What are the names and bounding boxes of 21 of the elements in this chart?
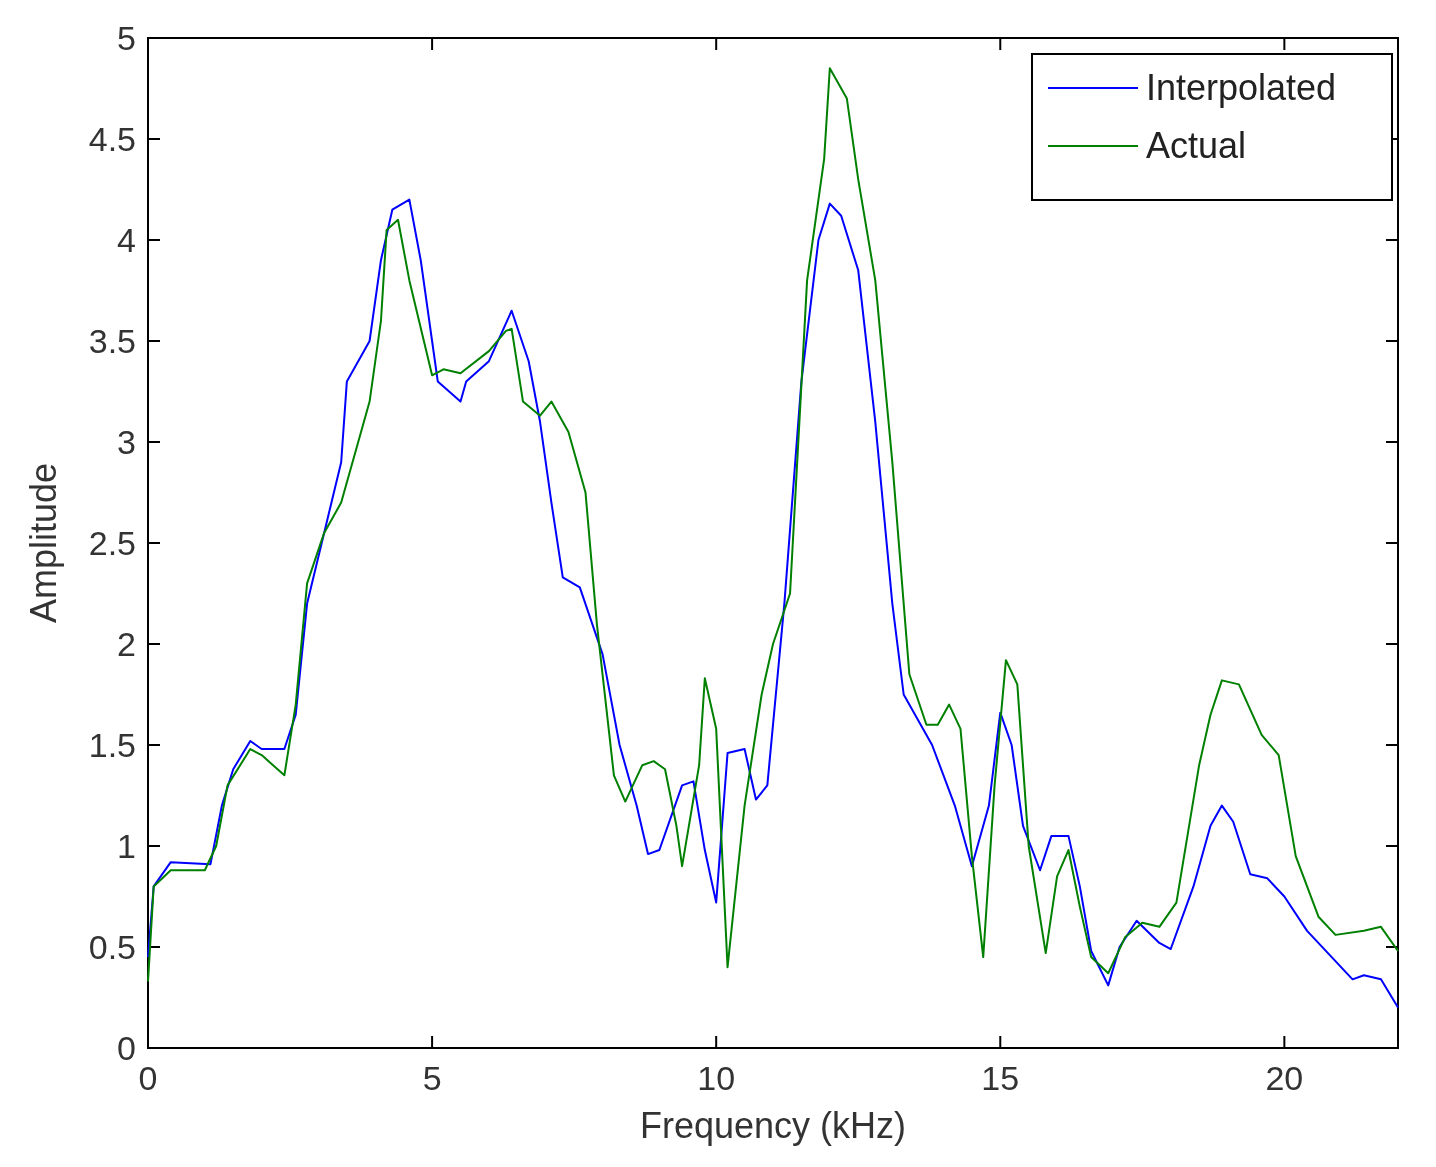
x-axis-title: Frequency (kHz) <box>639 1105 907 1146</box>
y-tick-label: 1.5 <box>88 726 136 764</box>
x-tick-label: 5 <box>422 1059 442 1097</box>
y-axis-title: Amplitude <box>23 462 64 624</box>
x-tick-label: 20 <box>1265 1059 1304 1097</box>
y-tick-label: 0 <box>117 1029 136 1067</box>
legend-label: Actual <box>1146 125 1247 166</box>
y-tick-label: 4.5 <box>88 120 136 158</box>
x-tick-label: 10 <box>697 1059 736 1097</box>
line-series <box>147 67 1399 983</box>
legend-label: Interpolated <box>1146 67 1337 108</box>
y-tick-label: 5 <box>117 19 136 57</box>
line-series <box>147 198 1399 1009</box>
y-tick-label: 1 <box>117 827 136 865</box>
y-tick-label: 3.5 <box>88 322 136 360</box>
y-tick-label: 3 <box>117 423 136 461</box>
y-tick-label: 2 <box>117 625 136 663</box>
y-tick-label: 4 <box>117 221 136 259</box>
x-tick-label: 15 <box>981 1059 1020 1097</box>
y-tick-label: 2.5 <box>88 524 136 562</box>
y-tick-label: 0.5 <box>88 928 136 966</box>
